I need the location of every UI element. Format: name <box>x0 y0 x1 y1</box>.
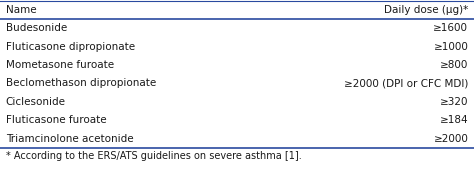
Text: ≥2000 (DPI or CFC MDI): ≥2000 (DPI or CFC MDI) <box>344 78 468 89</box>
Text: ≥320: ≥320 <box>440 97 468 107</box>
Text: ≥800: ≥800 <box>440 60 468 70</box>
Text: Beclomethason dipropionate: Beclomethason dipropionate <box>6 78 156 89</box>
Text: Fluticasone furoate: Fluticasone furoate <box>6 115 106 125</box>
Text: * According to the ERS/ATS guidelines on severe asthma [1].: * According to the ERS/ATS guidelines on… <box>6 151 301 161</box>
Text: Name: Name <box>6 5 36 15</box>
Text: Triamcinolone acetonide: Triamcinolone acetonide <box>6 134 133 144</box>
Text: ≥1000: ≥1000 <box>433 42 468 52</box>
Text: Fluticasone dipropionate: Fluticasone dipropionate <box>6 42 135 52</box>
Text: Daily dose (μg)*: Daily dose (μg)* <box>384 5 468 15</box>
Text: Budesonide: Budesonide <box>6 23 67 33</box>
Text: ≥1600: ≥1600 <box>433 23 468 33</box>
Text: Ciclesonide: Ciclesonide <box>6 97 66 107</box>
Text: Mometasone furoate: Mometasone furoate <box>6 60 114 70</box>
Text: ≥2000: ≥2000 <box>433 134 468 144</box>
Text: ≥184: ≥184 <box>440 115 468 125</box>
